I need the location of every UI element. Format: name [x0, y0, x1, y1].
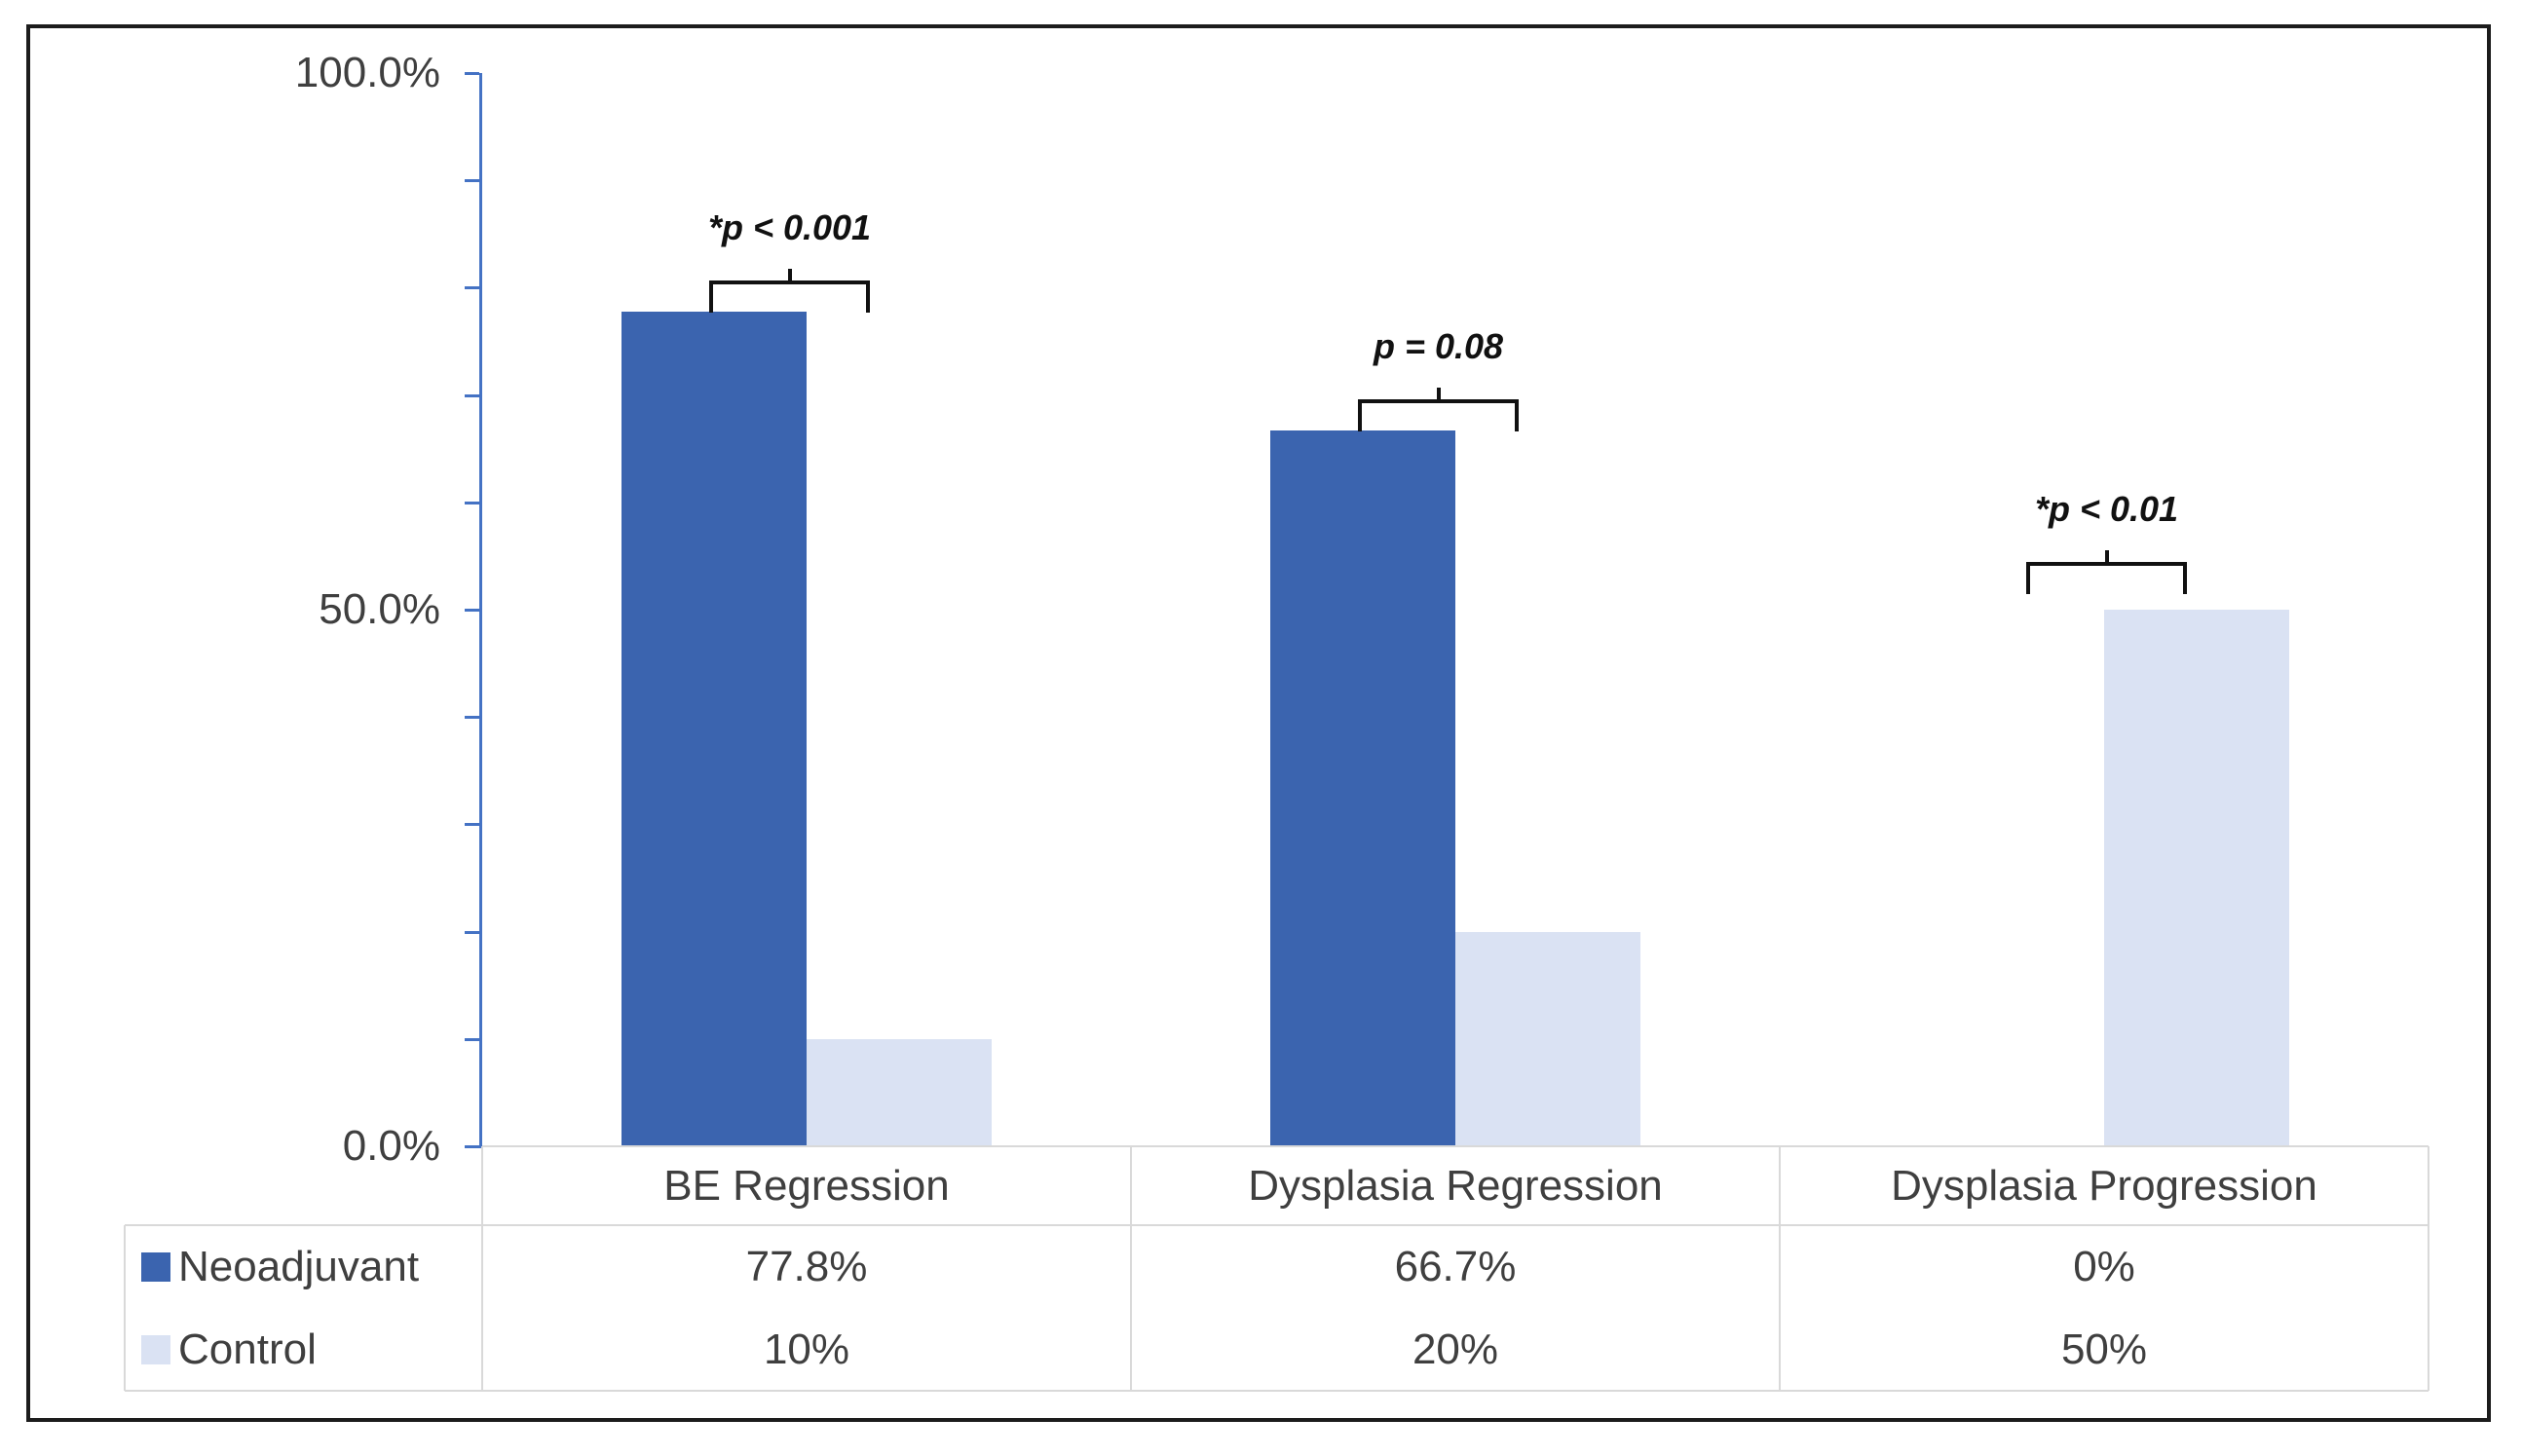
bar-control-1: [807, 1038, 992, 1146]
y-axis-tick: [465, 286, 479, 290]
y-axis-tick: [465, 1145, 479, 1148]
legend-swatch-control: [141, 1334, 170, 1364]
bar-control-2: [1455, 931, 1640, 1146]
table-column-divider-3: [2428, 1146, 2429, 1391]
p-value-label: *p < 0.001: [707, 206, 872, 247]
y-axis-tick-label: 0.0%: [342, 1122, 440, 1170]
p-value-label: p = 0.08: [1373, 325, 1504, 366]
table-cell-value: 77.8%: [745, 1242, 868, 1290]
bar-control-3: [2104, 610, 2289, 1146]
table-cell-value: 20%: [1412, 1325, 1499, 1373]
table-top-line: [482, 1145, 2429, 1147]
significance-bracket: [1358, 398, 1519, 431]
legend-box-left-line: [124, 1225, 126, 1391]
table-bottom-line: [125, 1390, 2429, 1392]
category-label: Dysplasia Regression: [1248, 1161, 1663, 1210]
category-label: BE Regression: [663, 1161, 950, 1210]
table-header-bottom-line: [125, 1224, 2429, 1226]
y-axis-tick: [465, 72, 479, 75]
category-label: Dysplasia Progression: [1891, 1161, 2317, 1210]
significance-bracket-stub: [787, 268, 792, 280]
y-axis-line: [479, 73, 482, 1148]
bar-neoadjuvant-1: [621, 311, 807, 1146]
y-axis-tick-label: 50.0%: [319, 585, 440, 633]
table-column-divider-1: [1130, 1146, 1132, 1391]
y-axis-tick: [465, 501, 479, 504]
table-cell-value: 0%: [2073, 1242, 2135, 1290]
y-axis-tick: [465, 823, 479, 827]
legend-swatch-neoadjuvant: [141, 1251, 170, 1282]
legend-label: Control: [178, 1325, 317, 1373]
legend-label: Neoadjuvant: [178, 1242, 420, 1290]
y-axis-tick: [465, 716, 479, 720]
y-axis-tick: [465, 393, 479, 397]
y-axis-tick: [465, 1037, 479, 1041]
table-cell-value: 10%: [763, 1325, 850, 1373]
y-axis-tick: [465, 930, 479, 934]
significance-bracket: [709, 280, 870, 313]
significance-bracket-stub: [2104, 550, 2109, 562]
table-cell-value: 50%: [2060, 1325, 2148, 1373]
bar-neoadjuvant-2: [1270, 429, 1455, 1146]
significance-bracket: [2026, 562, 2187, 594]
table-column-divider-0: [481, 1146, 483, 1391]
p-value-label: *p < 0.01: [2034, 489, 2179, 529]
significance-bracket-stub: [1436, 387, 1441, 399]
table-cell-value: 66.7%: [1394, 1242, 1517, 1290]
y-axis-tick: [465, 179, 479, 183]
table-column-divider-2: [1779, 1146, 1781, 1391]
y-axis-tick: [465, 609, 479, 612]
y-axis-tick-label: 100.0%: [294, 49, 440, 96]
chart-outer-border: [26, 24, 2491, 1422]
